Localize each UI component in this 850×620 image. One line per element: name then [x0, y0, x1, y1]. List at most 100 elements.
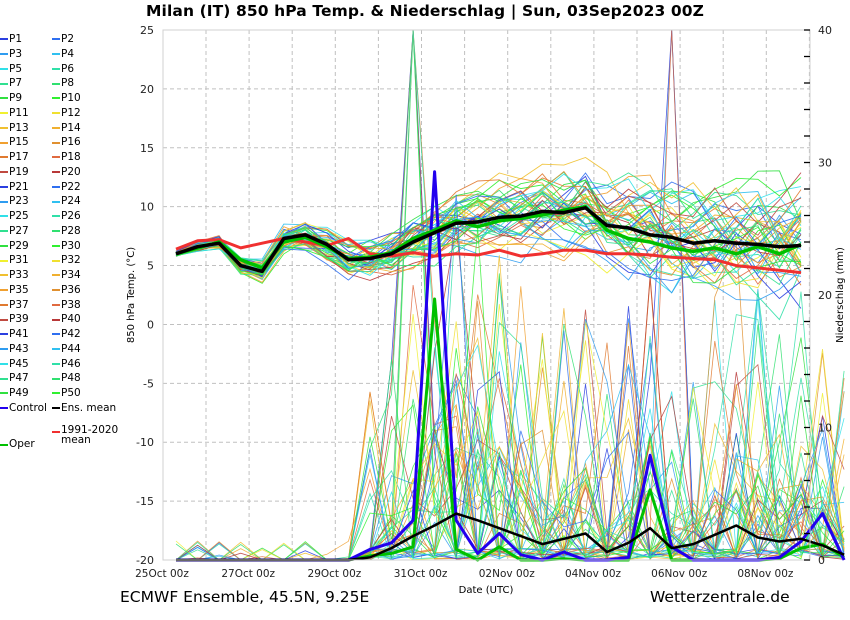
- legend-label: 1991-2020: [61, 424, 119, 437]
- y2-tick-label: 30: [818, 157, 832, 170]
- legend-item-p8: P8: [52, 76, 74, 91]
- legend-label: P49: [9, 387, 29, 399]
- legend-item-p27: P27: [0, 224, 29, 239]
- axes: 25 20 15 10 5 0 -5 -10 -15 -20 40 30 20 10 0 25Oct 00z 2…: [135, 24, 832, 580]
- legend-label: P27: [9, 224, 29, 237]
- y2-tick-label: 20: [818, 289, 832, 302]
- member-precip-line: [176, 29, 845, 561]
- legend-label: P35: [9, 283, 29, 296]
- legend-item-p40: P40: [52, 312, 81, 327]
- legend-item-p2: P2: [52, 32, 74, 47]
- member-precip-line: [176, 321, 845, 561]
- y-tick-label: 25: [140, 24, 154, 37]
- legend-swatch: [52, 215, 60, 218]
- legend-item-p6: P6: [52, 62, 74, 77]
- legend-item-climate-mean: 1991-2020 mean: [52, 424, 119, 447]
- legend-item-p26: P26: [52, 209, 81, 224]
- y-tick-label: 20: [140, 83, 154, 96]
- legend-label: P1: [9, 33, 23, 45]
- legend-label: P24: [61, 195, 81, 208]
- legend-label: P17: [9, 151, 29, 163]
- legend-swatch: [0, 230, 8, 233]
- member-precip-line: [176, 29, 845, 561]
- legend-item-p10: P10: [52, 91, 81, 106]
- member-temp-line: [175, 174, 802, 264]
- legend-swatch: [0, 38, 8, 41]
- legend-label: P36: [61, 283, 81, 296]
- legend-swatch: [52, 112, 60, 115]
- member-precip-line: [176, 29, 845, 561]
- member-temp-line: [175, 212, 802, 283]
- ens-mean-temp-line: [175, 206, 802, 274]
- legend-label: P39: [9, 313, 29, 326]
- legend-label: P9: [9, 92, 23, 104]
- legend-label: mean: [61, 434, 91, 447]
- legend-item-p46: P46: [52, 357, 81, 372]
- x-tick-label: 31Oct 00z: [394, 568, 448, 580]
- legend-item-p24: P24: [52, 194, 81, 209]
- legend-swatch: [52, 200, 60, 203]
- legend-item-control: Control: [0, 401, 47, 416]
- legend-swatch: [0, 333, 8, 336]
- legend-swatch: [52, 171, 60, 174]
- legend-label: P5: [9, 62, 23, 75]
- legend-item-p37: P37: [0, 298, 29, 313]
- x-tick-label: 29Oct 00z: [308, 568, 362, 580]
- climate-mean-temp-line: [175, 237, 802, 275]
- legend-item-p31: P31: [0, 253, 29, 268]
- y-axis-label: 850 hPa Temp. (°C): [126, 247, 137, 343]
- legend-label: P4: [61, 47, 75, 60]
- member-lines: [175, 29, 845, 561]
- legend-label: P14: [61, 121, 81, 134]
- y2-axis-label: Niederschlag (mm): [835, 247, 846, 343]
- legend-swatch: [0, 200, 8, 203]
- legend-item-p14: P14: [52, 121, 81, 136]
- legend-swatch: [0, 82, 8, 85]
- legend-item-p36: P36: [52, 283, 81, 298]
- legend-label: P47: [9, 372, 29, 385]
- chart-title: Milan (IT) 850 hPa Temp. & Niederschlag …: [146, 2, 704, 20]
- legend-item-p29: P29: [0, 239, 29, 254]
- y2-tick-label: 10: [818, 422, 832, 435]
- legend-item-p50: P50: [52, 386, 81, 401]
- legend-label: P3: [9, 47, 23, 60]
- legend-swatch: [0, 348, 8, 351]
- legend-label: P20: [61, 165, 81, 178]
- legend-swatch: [0, 112, 8, 115]
- x-tick-label: 08Nov 00z: [737, 568, 794, 580]
- legend-label: P33: [9, 269, 29, 281]
- legend-swatch: [52, 377, 60, 380]
- legend-swatch: [0, 185, 8, 188]
- y-tick-label: 5: [147, 260, 154, 273]
- legend-swatch: [0, 156, 8, 159]
- legend-label: P37: [9, 298, 29, 311]
- x-tick-label: 27Oct 00z: [221, 568, 275, 580]
- legend-swatch: [52, 431, 60, 434]
- legend-swatch: [52, 407, 60, 410]
- legend-label: P21: [9, 180, 29, 193]
- legend-swatch: [0, 126, 8, 129]
- legend-swatch: [52, 67, 60, 70]
- legend-item-p32: P32: [52, 253, 81, 268]
- legend-item-ens-mean: Ens. mean: [52, 401, 116, 416]
- legend-swatch: [52, 97, 60, 100]
- legend-item-p16: P16: [52, 135, 81, 150]
- y2-tick-label: 0: [818, 554, 825, 567]
- legend-item-p39: P39: [0, 312, 29, 327]
- legend-item-p22: P22: [52, 180, 81, 195]
- legend-label: P10: [61, 92, 81, 104]
- legend-label: P16: [61, 136, 81, 149]
- legend-label: P42: [61, 328, 81, 340]
- legend-label: P40: [61, 313, 81, 326]
- legend-swatch: [52, 53, 60, 56]
- legend-label: P46: [61, 357, 81, 370]
- legend-swatch: [52, 333, 60, 336]
- y-tick-label: 0: [147, 318, 154, 331]
- footer-model-location: ECMWF Ensemble, 45.5N, 9.25E: [120, 588, 370, 606]
- legend-swatch: [52, 348, 60, 351]
- legend-item-p28: P28: [52, 224, 81, 239]
- legend-item-p48: P48: [52, 371, 81, 386]
- y2-tick-label: 40: [818, 24, 832, 37]
- y-tick-label: -15: [136, 495, 154, 508]
- legend-item-p23: P23: [0, 194, 29, 209]
